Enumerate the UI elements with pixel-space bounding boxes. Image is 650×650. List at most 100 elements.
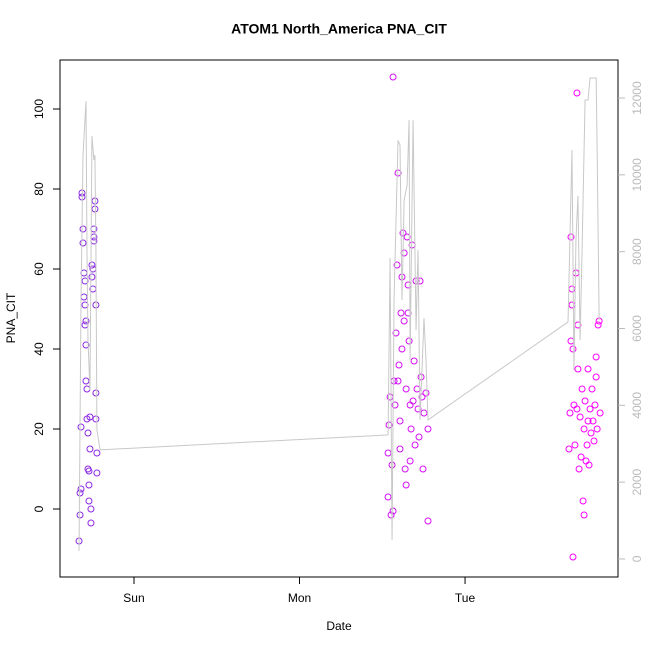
point <box>406 457 414 465</box>
point <box>396 417 404 425</box>
point <box>587 429 595 437</box>
point <box>397 309 405 317</box>
y-tick-label: 0 <box>32 505 46 512</box>
point <box>76 511 84 519</box>
point <box>580 425 588 433</box>
point <box>590 437 598 445</box>
point <box>567 233 575 241</box>
point <box>79 239 87 247</box>
point <box>422 389 430 397</box>
y2-tick-label: 12000 <box>630 81 644 115</box>
point <box>93 449 101 457</box>
point <box>81 321 89 329</box>
point <box>418 393 426 401</box>
point <box>394 169 402 177</box>
y2-tick-label: 6000 <box>630 315 644 342</box>
point <box>387 511 395 519</box>
point <box>573 89 581 97</box>
point <box>88 261 96 269</box>
point <box>407 425 415 433</box>
point <box>402 481 410 489</box>
point <box>593 425 601 433</box>
point <box>584 365 592 373</box>
y-tick-label: 40 <box>32 342 46 356</box>
point <box>583 441 591 449</box>
point <box>405 337 413 345</box>
point <box>391 401 399 409</box>
plot-frame <box>59 59 619 578</box>
point <box>575 465 583 473</box>
point <box>566 409 574 417</box>
point <box>82 317 90 325</box>
chart-title: ATOM1 North_America PNA_CIT <box>231 21 447 37</box>
point <box>87 519 95 527</box>
point <box>398 345 406 353</box>
point <box>93 469 101 477</box>
point <box>81 277 89 285</box>
point <box>394 377 402 385</box>
point <box>85 497 93 505</box>
point <box>388 461 396 469</box>
point <box>92 415 100 423</box>
point <box>592 373 600 381</box>
y2-tick-label: 2000 <box>630 468 644 495</box>
point <box>403 233 411 241</box>
y-tick-label: 60 <box>32 262 46 276</box>
y-axis-label: PNA_CIT <box>4 292 18 343</box>
y2-tick-label: 4000 <box>630 392 644 419</box>
point <box>419 465 427 473</box>
point <box>592 353 600 361</box>
point <box>574 365 582 373</box>
y-tick-label: 100 <box>32 99 46 119</box>
point <box>424 517 432 525</box>
point <box>565 445 573 453</box>
point <box>76 489 84 497</box>
point <box>389 73 397 81</box>
point <box>588 385 596 393</box>
point <box>77 485 85 493</box>
point <box>568 301 576 309</box>
point <box>386 393 394 401</box>
point <box>92 389 100 397</box>
point <box>569 345 577 353</box>
point <box>580 511 588 519</box>
y-tick-label: 20 <box>32 422 46 436</box>
point <box>384 449 392 457</box>
point <box>91 205 99 213</box>
point <box>402 385 410 393</box>
line <box>78 77 600 551</box>
point <box>579 497 587 505</box>
point <box>414 405 422 413</box>
point <box>568 285 576 293</box>
point <box>396 445 404 453</box>
point <box>412 277 420 285</box>
point <box>384 493 392 501</box>
point <box>86 413 94 421</box>
point <box>581 397 589 405</box>
point <box>82 341 90 349</box>
y2-tick-label: 8000 <box>630 238 644 265</box>
y2-tick-label: 0 <box>630 555 644 562</box>
point <box>577 453 585 461</box>
point <box>573 405 581 413</box>
point <box>80 293 88 301</box>
x-tick-label: Sun <box>123 591 144 605</box>
point <box>596 409 604 417</box>
point <box>83 385 91 393</box>
point <box>578 385 586 393</box>
point <box>411 441 419 449</box>
point <box>88 273 96 281</box>
point <box>409 397 417 405</box>
y2-tick-label: 10000 <box>630 158 644 192</box>
point <box>392 329 400 337</box>
point <box>400 249 408 257</box>
point <box>567 337 575 345</box>
point <box>82 377 90 385</box>
point <box>406 401 414 409</box>
point <box>85 467 93 475</box>
point <box>86 445 94 453</box>
point <box>594 321 602 329</box>
point <box>77 423 85 431</box>
point <box>415 433 423 441</box>
